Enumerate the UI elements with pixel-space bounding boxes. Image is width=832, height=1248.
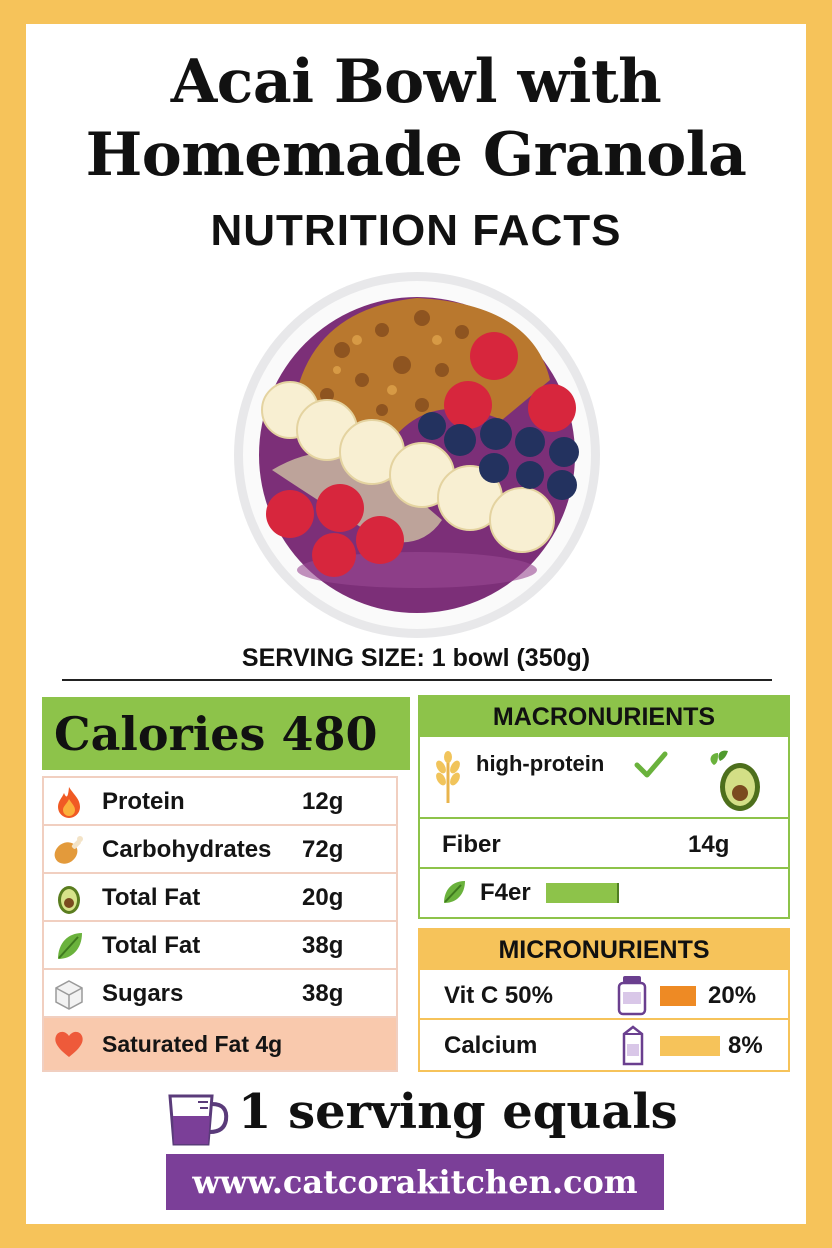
subtitle: NUTRITION FACTS xyxy=(210,206,622,255)
nutrient-value: 12g xyxy=(302,788,344,815)
nutrient-label: Protein xyxy=(102,788,185,815)
supplement-jar-icon xyxy=(617,976,647,1016)
milk-carton-icon xyxy=(622,1025,644,1066)
high-protein-tag: high-protein xyxy=(476,751,605,776)
nutrient-value: 38g xyxy=(302,980,344,1007)
calcium-bar-fill xyxy=(660,1036,720,1056)
nutrient-label: Sugars xyxy=(102,980,184,1007)
title-line-1: Acai Bowl with xyxy=(170,47,662,117)
avocado-icon xyxy=(710,750,760,811)
nutrient-value: 38g xyxy=(302,932,344,959)
micro-value: 8% xyxy=(728,1032,763,1059)
acai-bowl-image xyxy=(234,272,600,638)
vitamin-c-bar-fill xyxy=(660,986,696,1006)
calories-banner: Calories 480 xyxy=(42,697,410,770)
divider xyxy=(62,679,772,681)
leaf-icon xyxy=(58,933,82,959)
nutrient-row-total-fat-2: Total Fat 38g xyxy=(44,922,396,970)
micro-value: 20% xyxy=(708,982,757,1009)
fiber-row: Fiber 14g xyxy=(420,819,788,869)
nutrient-row-saturated-fat: Saturated Fat 4g xyxy=(44,1018,396,1070)
serving-size: SERVING SIZE: 1 bowl (350g) xyxy=(241,644,591,672)
fiber-label: Fiber xyxy=(442,831,501,858)
macro-tag-row: high-protein xyxy=(420,737,788,819)
fiber-bar-row: F4er xyxy=(420,869,788,917)
fiber-value: 14g xyxy=(688,831,730,858)
measuring-cup-icon xyxy=(168,1094,229,1146)
title-line-2: Homemade Granola xyxy=(85,120,747,190)
check-icon xyxy=(634,751,668,778)
nutrient-row-protein: Protein 12g xyxy=(44,778,396,826)
micronutrients-box: MICRONURIENTS Vit C 50% 20% Calcium 8% xyxy=(418,928,790,1072)
micro-row-calcium: Calcium 8% xyxy=(420,1020,788,1070)
nutrient-row-sugars: Sugars 38g xyxy=(44,970,396,1018)
nutrient-table: Protein 12g Carbohydrates 72g Total Fat … xyxy=(42,776,398,1072)
calcium-bar-track xyxy=(660,1036,720,1056)
serving-equals-text: 1 serving equals xyxy=(238,1084,678,1140)
fiber-bar-track xyxy=(546,883,668,903)
website-url-link[interactable]: www.catcorakitchen.com xyxy=(166,1154,664,1210)
chicken-leg-icon xyxy=(54,836,83,864)
avocado-icon xyxy=(58,886,80,914)
nutrient-label: Total Fat xyxy=(102,884,201,911)
micronutrients-heading: MICRONURIENTS xyxy=(420,930,788,970)
flame-icon xyxy=(58,787,80,818)
nutrient-label: Carbohydrates xyxy=(102,836,272,863)
leaf-icon xyxy=(444,881,465,903)
nutrient-value: 20g xyxy=(302,884,344,911)
micro-label: Vit C 50% xyxy=(444,982,553,1009)
sugar-cube-icon xyxy=(55,980,83,1010)
nutrient-row-total-fat: Total Fat 20g xyxy=(44,874,396,922)
wheat-icon xyxy=(436,751,460,803)
nutrient-value: 72g xyxy=(302,836,344,863)
saturated-fat-label: Saturated Fat 4g xyxy=(102,1031,283,1057)
micro-row-vitamin-c: Vit C 50% 20% xyxy=(420,970,788,1020)
vitamin-c-bar-track xyxy=(660,986,702,1006)
heart-icon xyxy=(55,1031,83,1057)
fiber-bar-label: F4er xyxy=(480,879,531,906)
nutrient-row-carbohydrates: Carbohydrates 72g xyxy=(44,826,396,874)
macronutrients-box: MACRONURIENTS high-protein Fiber 14g xyxy=(418,695,790,919)
micro-label: Calcium xyxy=(444,1032,538,1059)
fiber-bar-fill xyxy=(546,883,620,903)
macronutrients-heading: MACRONURIENTS xyxy=(420,697,788,737)
nutrient-label: Total Fat xyxy=(102,932,201,959)
